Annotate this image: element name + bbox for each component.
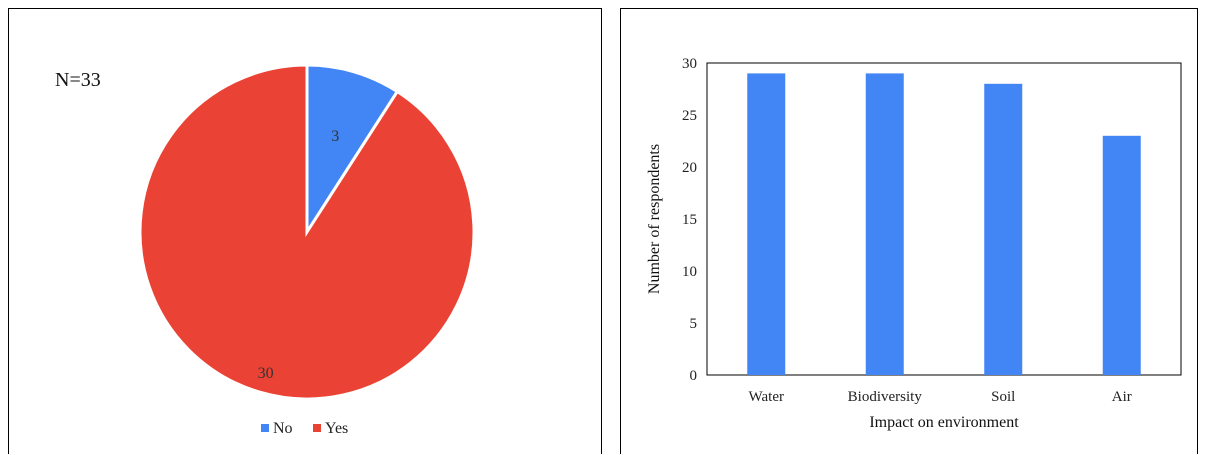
y-tick-label: 15 [682,212,697,228]
pie-data-label-no: 3 [331,128,339,145]
pie-legend: No Yes [261,420,348,437]
pie-slice-yes [138,63,476,401]
y-axis-label: Number of respondents [646,144,663,294]
y-tick-label: 0 [690,368,698,384]
bar-biodiversity [865,73,904,376]
bar-water [747,73,786,376]
legend-label-no: No [273,420,293,437]
x-tick-label: Water [749,389,784,405]
legend-swatch-yes [313,424,321,432]
y-tick-label: 20 [682,160,697,176]
y-tick-label: 30 [682,56,697,72]
sample-size-annotation: N=33 [55,69,101,91]
pie-chart-panel: N=33 3 30 No Yes [8,8,602,454]
y-tick-label: 10 [682,264,697,280]
bar-chart: 0 5 10 15 20 25 30 Water Biodiversity Soil Air Im… [646,56,1182,431]
pie-chart: N=33 3 30 No Yes [55,63,476,437]
y-tick-label: 5 [690,316,698,332]
pie-slice-no [305,63,400,238]
legend-swatch-no [261,424,269,432]
bar-soil [984,83,1023,376]
y-tick-label: 25 [682,108,697,124]
bar-chart-panel: 0 5 10 15 20 25 30 Water Biodiversity Soil Air Im… [620,8,1198,454]
x-tick-label: Air [1112,389,1132,405]
x-tick-label: Soil [991,389,1015,405]
bar-air [1102,135,1141,375]
pie-data-label-yes: 30 [258,365,274,382]
x-axis-label: Impact on environment [869,414,1019,431]
x-tick-label: Biodiversity [848,389,923,405]
plot-area-frame [706,62,1182,376]
legend-label-yes: Yes [325,420,348,437]
